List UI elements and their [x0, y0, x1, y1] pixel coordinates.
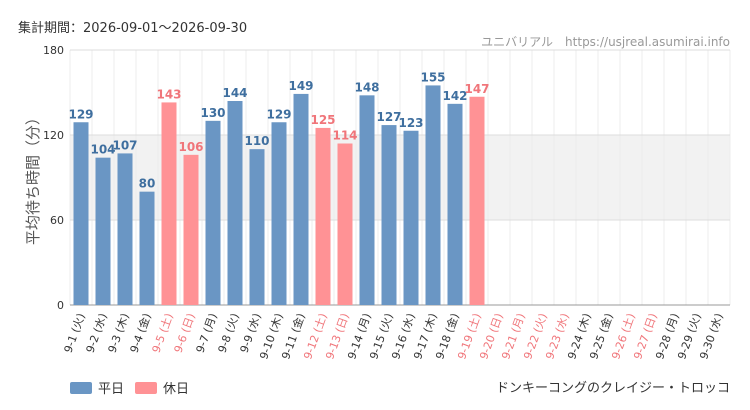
- bar-6: [183, 154, 199, 305]
- legend-weekday-label: 平日: [98, 382, 125, 397]
- bar-16: [403, 130, 419, 305]
- bar-2: [95, 157, 111, 305]
- site-credit: ユニバリアル https://usjreal.asumirai.info: [481, 35, 730, 49]
- attraction-name: ドンキーコングのクレイジー・トロッコ: [495, 381, 730, 396]
- bar-13: [337, 143, 353, 305]
- value-label-15: 127: [376, 110, 401, 124]
- bar-15: [381, 125, 397, 305]
- bar-7: [205, 120, 221, 305]
- legend-weekday-swatch: [70, 381, 92, 394]
- bar-3: [117, 153, 133, 305]
- bar-9: [249, 149, 265, 305]
- period-label: 集計期間：2026-09-01～2026-09-30: [18, 21, 248, 36]
- value-label-7: 130: [200, 106, 225, 120]
- bar-8: [227, 101, 243, 305]
- bar-11: [293, 93, 309, 306]
- value-label-9: 110: [244, 134, 269, 148]
- bar-1: [73, 122, 89, 305]
- legend-holiday-label: 休日: [163, 382, 190, 397]
- value-label-19: 147: [464, 82, 489, 96]
- value-label-11: 149: [288, 79, 313, 93]
- value-label-13: 114: [332, 129, 357, 143]
- bar-18: [447, 103, 463, 305]
- value-label-16: 123: [398, 116, 423, 130]
- legend-holiday: 休日: [135, 378, 189, 397]
- value-label-1: 129: [68, 107, 93, 121]
- bar-14: [359, 95, 375, 305]
- legend-weekday: 平日: [70, 378, 124, 397]
- value-label-6: 106: [178, 140, 203, 154]
- bar-12: [315, 127, 331, 306]
- value-label-4: 80: [139, 177, 156, 191]
- value-label-14: 148: [354, 80, 379, 94]
- y-axis-label: 平均待ち時間（分）: [24, 110, 42, 245]
- y-tick-label: 180: [43, 44, 64, 57]
- bar-19: [469, 96, 485, 305]
- value-label-17: 155: [420, 70, 445, 84]
- value-label-10: 129: [266, 107, 291, 121]
- value-label-8: 144: [222, 86, 247, 100]
- bar-5: [161, 102, 177, 306]
- value-label-3: 107: [112, 138, 137, 152]
- legend-holiday-swatch: [135, 381, 157, 394]
- y-tick-label: 120: [43, 129, 64, 142]
- bar-4: [139, 191, 155, 305]
- value-label-12: 125: [310, 113, 335, 127]
- value-label-18: 142: [442, 89, 467, 103]
- y-tick-label: 60: [50, 214, 64, 227]
- value-label-5: 143: [156, 87, 181, 101]
- bar-17: [425, 85, 441, 306]
- bar-10: [271, 122, 287, 305]
- y-tick-label: 0: [57, 299, 64, 312]
- value-label-2: 104: [90, 143, 115, 157]
